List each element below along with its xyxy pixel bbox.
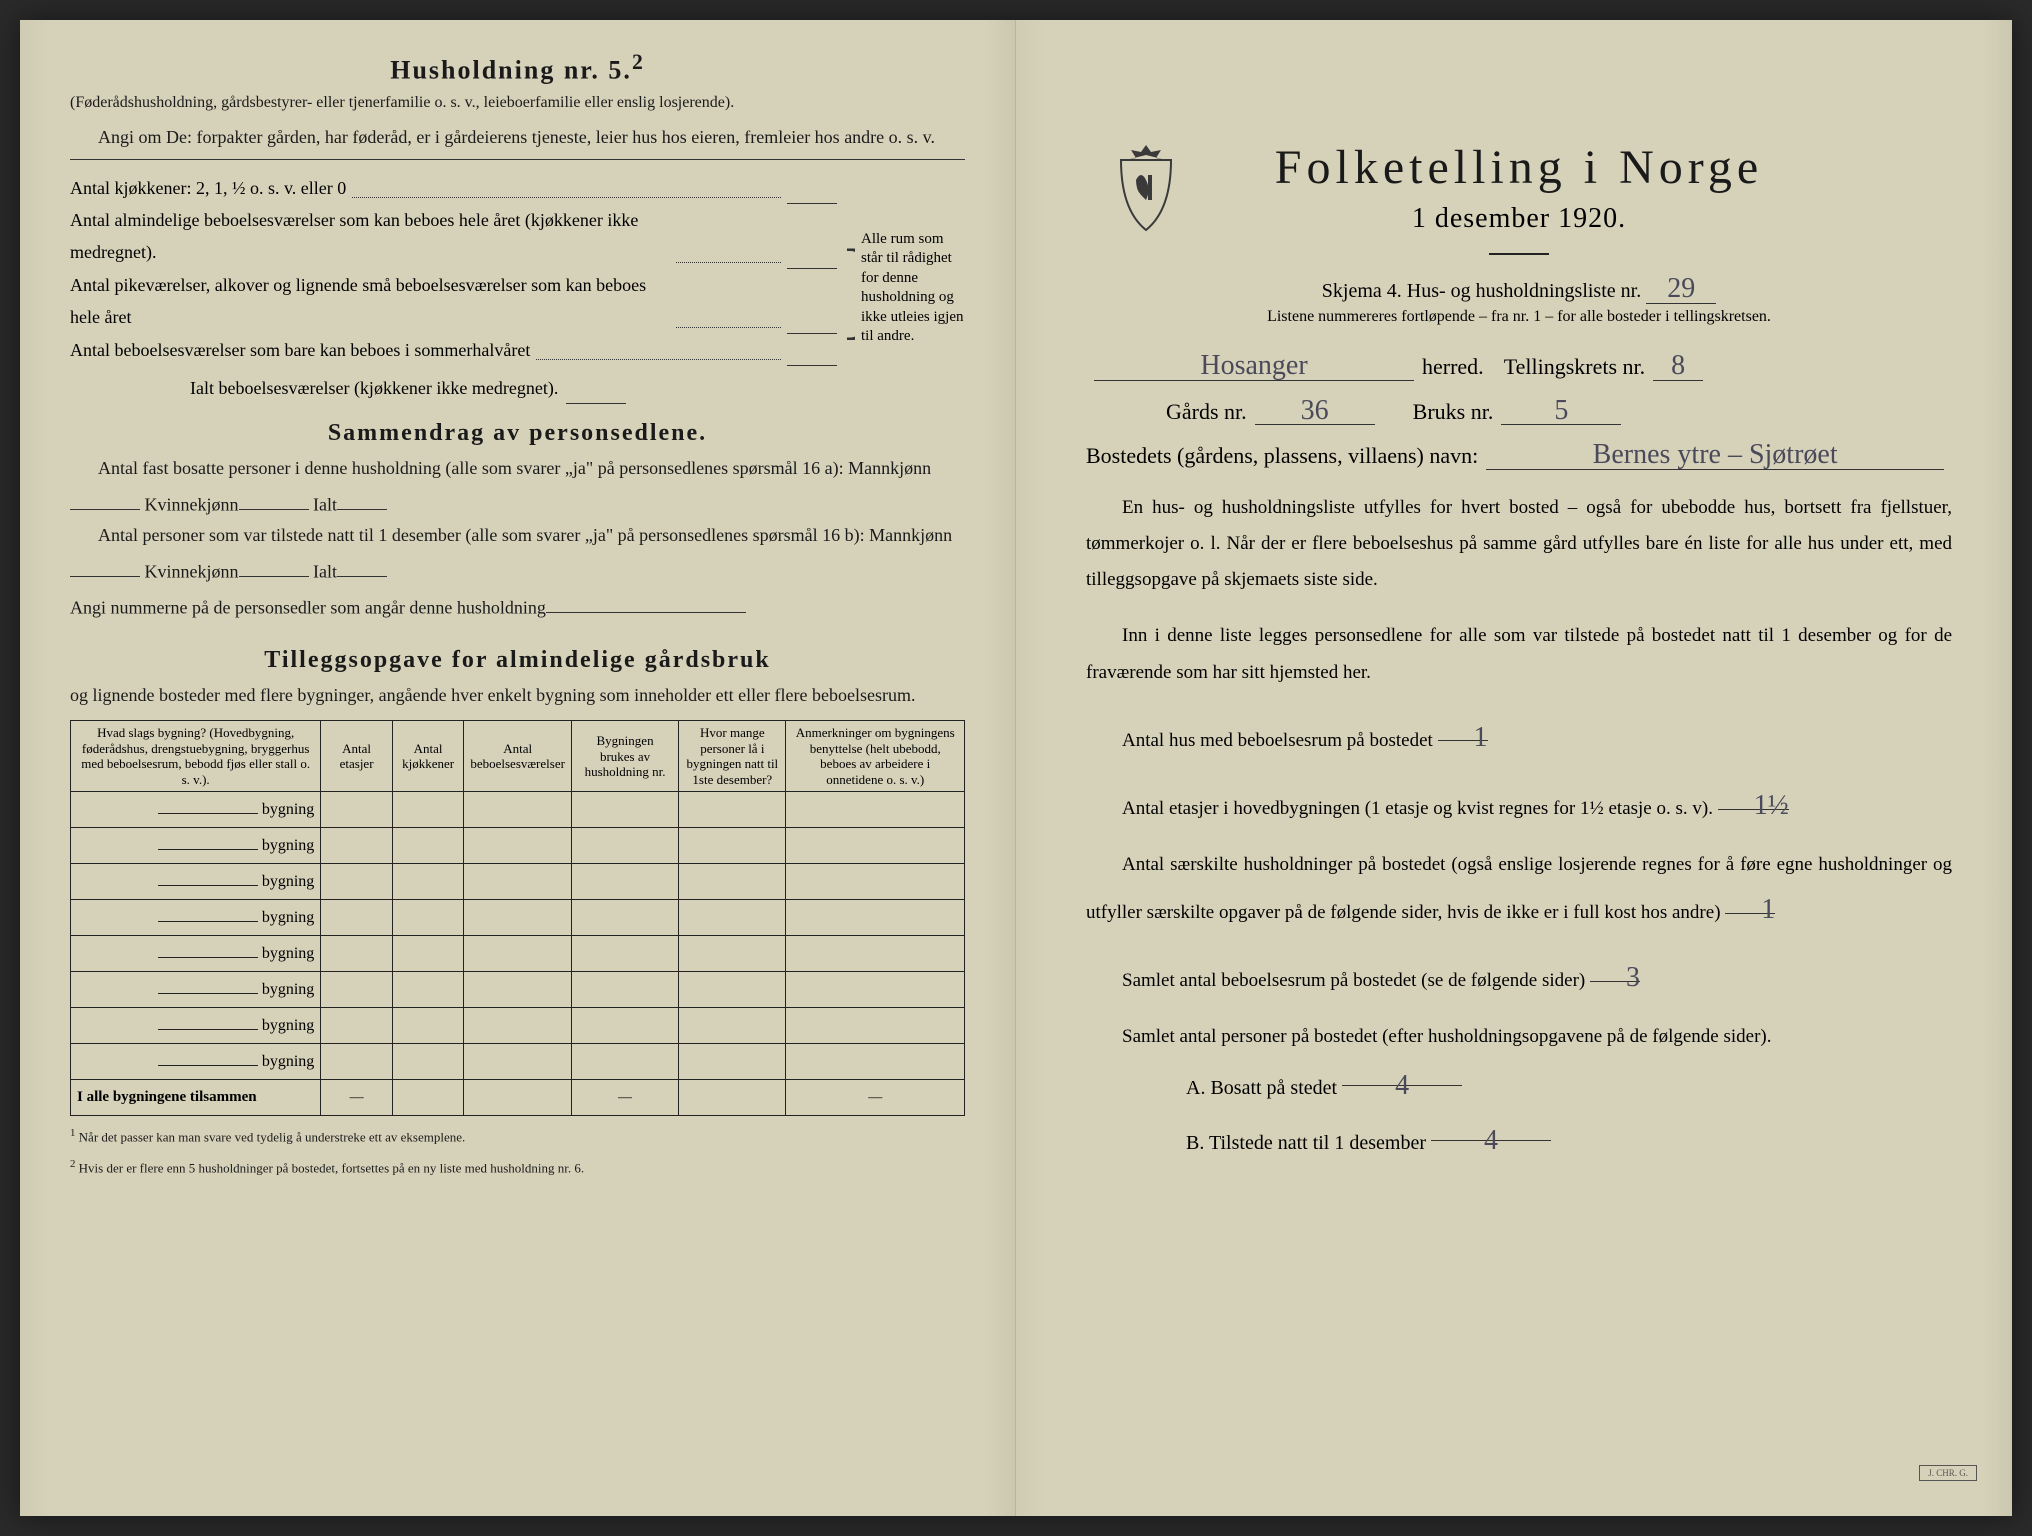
q2: Antal etasjer i hovedbygningen (1 etasje… <box>1086 779 1952 827</box>
table-row: bygning <box>71 900 965 936</box>
tillegg-sub: og lignende bosteder med flere bygninger… <box>70 680 965 711</box>
rooms-block: Antal kjøkkener: 2, 1, ½ o. s. v. eller … <box>70 172 965 405</box>
main-title: Folketelling i Norge <box>1086 140 1952 195</box>
footnote1: 1 Når det passer kan man svare ved tydel… <box>70 1126 965 1146</box>
h5-note2: Angi om De: forpakter gården, har føderå… <box>70 122 965 153</box>
subtitle: 1 desember 1920. <box>1086 203 1952 235</box>
divider <box>70 159 965 160</box>
footnote2: 2 Hvis der er flere enn 5 husholdninger … <box>70 1157 965 1177</box>
total-row-label: I alle bygningene tilsammen <box>71 1080 321 1116</box>
gards-label: Gårds nr. <box>1166 399 1247 425</box>
rooms3: Antal beboelsesværelser som bare kan beb… <box>70 334 530 366</box>
q2-value: 1½ <box>1718 779 1789 810</box>
sum-line1: Antal fast bosatte personer i denne hush… <box>70 453 965 520</box>
brace-icon: } <box>837 172 855 405</box>
table-row: bygning <box>71 1008 965 1044</box>
herred-value: Hosanger <box>1094 350 1414 381</box>
bosted-row: Bostedets (gårdens, plassens, villaens) … <box>1086 439 1952 470</box>
bosted-value: Bernes ytre – Sjøtrøet <box>1486 439 1944 470</box>
th-kitchens: Antal kjøkkener <box>392 721 464 792</box>
title-divider <box>1489 253 1549 255</box>
qa-value: 4 <box>1342 1055 1462 1086</box>
building-table: Hvad slags bygning? (Hovedbygning, føder… <box>70 720 965 1116</box>
summary-title: Sammendrag av personsedlene. <box>70 420 965 447</box>
gards-value: 36 <box>1255 395 1375 426</box>
qb-label: B. Tilstede natt til 1 desember <box>1186 1132 1426 1154</box>
bruks-value: 5 <box>1501 395 1621 426</box>
q3: Antal særskilte husholdninger på bostede… <box>1086 847 1952 931</box>
paragraph1: En hus- og husholdningsliste utfylles fo… <box>1086 490 1952 598</box>
rooms-total: Ialt beboelsesværelser (kjøkkener ikke m… <box>70 372 558 404</box>
table-row: bygning <box>71 1044 965 1080</box>
herred-row: Hosanger herred. Tellingskrets nr. 8 <box>1086 350 1952 381</box>
th-building-type: Hvad slags bygning? (Hovedbygning, føder… <box>71 721 321 792</box>
kitchens-line: Antal kjøkkener: 2, 1, ½ o. s. v. eller … <box>70 172 346 204</box>
bruks-label: Bruks nr. <box>1413 399 1494 425</box>
th-household: Bygningen brukes av husholdning nr. <box>571 721 678 792</box>
table-row: bygning <box>71 864 965 900</box>
herred-label: herred. <box>1422 354 1484 380</box>
ab-list: A. Bosatt på stedet 4 B. Tilstede natt t… <box>1186 1055 1952 1165</box>
bosted-label: Bostedets (gårdens, plassens, villaens) … <box>1086 443 1478 469</box>
brace-note: Alle rum som står til rådighet for denne… <box>855 172 965 405</box>
table-row: bygning <box>71 936 965 972</box>
paragraph2: Inn i denne liste legges personsedlene f… <box>1086 618 1952 690</box>
document-spread: Husholdning nr. 5.2 (Føderådshusholdning… <box>20 20 2012 1516</box>
schema-nr: 29 <box>1646 273 1716 304</box>
th-remarks: Anmerkninger om bygningens benyttelse (h… <box>786 721 965 792</box>
th-floors: Antal etasjer <box>321 721 393 792</box>
rooms2: Antal pikeværelser, alkover og lignende … <box>70 269 670 334</box>
th-rooms: Antal beboelsesværelser <box>464 721 572 792</box>
schema-note: Listene nummereres fortløpende – fra nr.… <box>1086 308 1952 326</box>
q5: Samlet antal personer på bostedet (efter… <box>1086 1019 1952 1055</box>
th-persons: Hvor mange personer lå i bygningen natt … <box>679 721 786 792</box>
q3-value: 1 <box>1725 883 1775 914</box>
coat-of-arms-icon <box>1106 140 1186 235</box>
q4: Samlet antal beboelsesrum på bostedet (s… <box>1086 951 1952 999</box>
h5-note1: (Føderådshusholdning, gårdsbestyrer- ell… <box>70 92 965 114</box>
qa-label: A. Bosatt på stedet <box>1186 1077 1337 1099</box>
table-row: bygning <box>71 792 965 828</box>
q1: Antal hus med beboelsesrum på bostedet 1 <box>1086 711 1952 759</box>
printer-stamp: J. CHR. G. <box>1919 1465 1977 1481</box>
rooms1: Antal almindelige beboelsesværelser som … <box>70 204 670 269</box>
table-row: bygning <box>71 972 965 1008</box>
table-row: bygning <box>71 828 965 864</box>
schema-line: Skjema 4. Hus- og husholdningsliste nr. … <box>1086 273 1952 304</box>
sum-line2: Antal personer som var tilstede natt til… <box>70 520 965 587</box>
q1-value: 1 <box>1438 711 1488 742</box>
q4-value: 3 <box>1590 951 1640 982</box>
sum-line3: Angi nummerne på de personsedler som ang… <box>70 587 965 623</box>
krets-value: 8 <box>1653 350 1703 381</box>
qb-value: 4 <box>1431 1110 1551 1141</box>
gards-row: Gårds nr. 36 Bruks nr. 5 <box>1086 395 1952 426</box>
tillegg-title: Tilleggsopgave for almindelige gårdsbruk <box>70 647 965 674</box>
right-page: Folketelling i Norge 1 desember 1920. Sk… <box>1016 20 2012 1516</box>
krets-label: Tellingskrets nr. <box>1504 354 1645 380</box>
household5-title: Husholdning nr. 5.2 <box>70 50 965 86</box>
left-page: Husholdning nr. 5.2 (Føderådshusholdning… <box>20 20 1016 1516</box>
